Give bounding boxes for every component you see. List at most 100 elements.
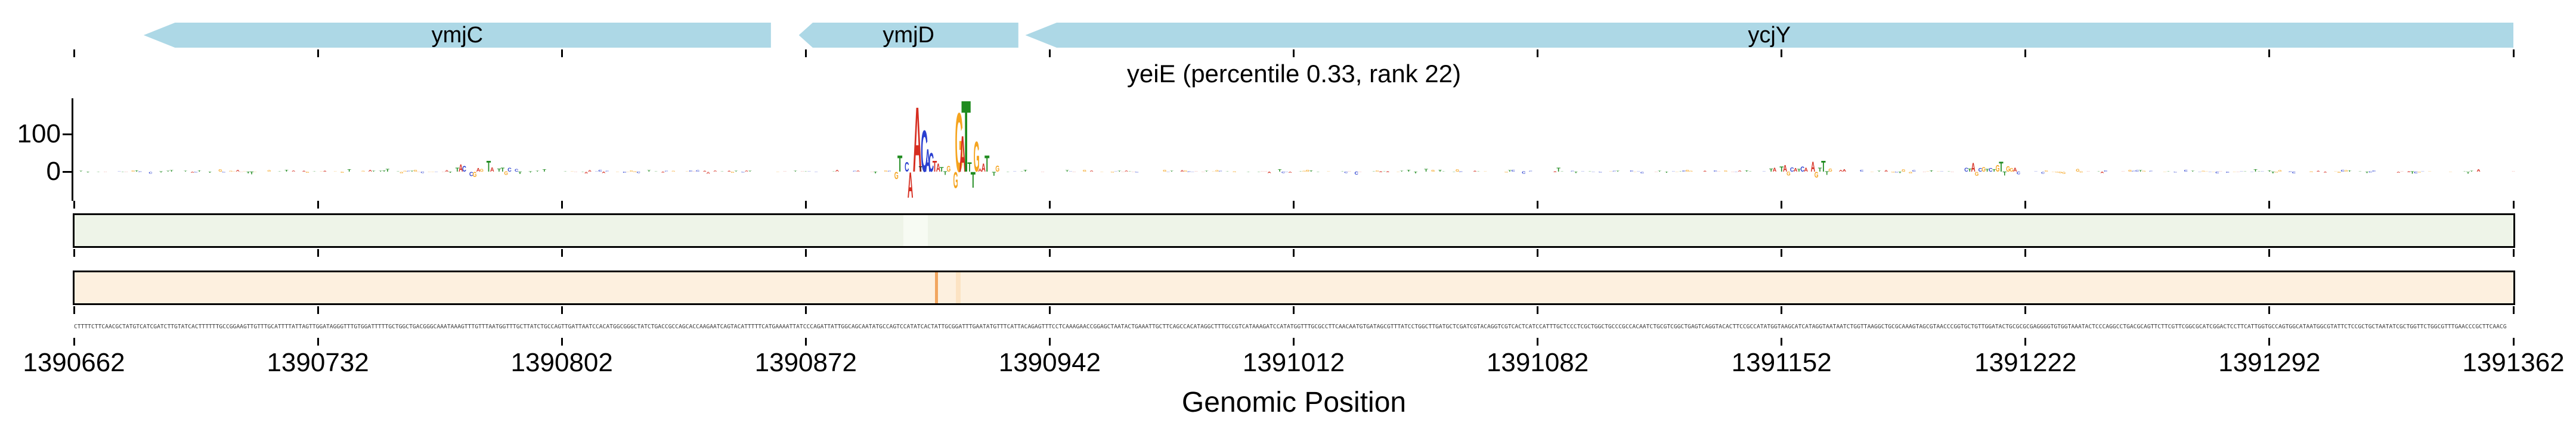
- logo-letter-A: A: [1261, 171, 1265, 172]
- logo-letter-T: T: [2365, 171, 2369, 173]
- logo-letter-C: C: [1640, 172, 1644, 174]
- logo-letter-G: G: [1456, 169, 1459, 172]
- y-tick: [63, 170, 72, 173]
- logo-letter-T: T: [379, 170, 383, 172]
- panel-tick: [2268, 49, 2271, 57]
- logo-letter-G: G: [630, 170, 634, 172]
- logo-letter-C: C: [1860, 170, 1863, 173]
- logo-letter-T: T: [1825, 171, 1829, 176]
- logo-letter-C: C: [148, 172, 152, 175]
- logo-letter-T: T: [86, 172, 90, 173]
- logo-letter-C: C: [664, 170, 668, 172]
- track-band: [955, 272, 961, 303]
- logo-letter-C: C: [2149, 170, 2153, 172]
- logo-letter-A: A: [661, 172, 665, 173]
- logo-letter-A: A: [2397, 172, 2401, 173]
- logo-letter-C: C: [138, 172, 143, 173]
- logo-letter-G: G: [894, 169, 899, 181]
- x-axis-title: Genomic Position: [1181, 387, 1407, 418]
- logo-letter-T: T: [1170, 170, 1174, 172]
- logo-letter-A: A: [1843, 169, 1846, 173]
- logo-letter-T: T: [2268, 170, 2272, 172]
- logo-letter-T: T: [197, 170, 202, 172]
- logo-letter-T: T: [535, 171, 540, 172]
- logo-letter-A: A: [727, 171, 732, 172]
- logo-letter-C: C: [928, 148, 934, 178]
- logo-letter-A: A: [1738, 170, 1742, 172]
- logo-letter-A: A: [1703, 171, 1707, 172]
- logo-letter-T: T: [1616, 171, 1620, 172]
- panel-tick: [73, 201, 75, 209]
- logo-letter-T: T: [647, 169, 651, 172]
- logo-letter-C: C: [921, 119, 928, 185]
- logo-letter-C: C: [1637, 171, 1641, 172]
- attribution-logo-panel: GT CA ATCACTATT G GGATTTGA AT TGT ACC GA G TA T TGC C…: [79, 95, 2516, 206]
- logo-letter-G: G: [947, 164, 951, 174]
- logo-letter-T: T: [1898, 171, 1902, 173]
- panel-tick: [2512, 306, 2515, 314]
- logo-letter-C: C: [1281, 172, 1286, 174]
- panel-tick: [317, 249, 319, 257]
- logo-letter-T: T: [2166, 171, 2171, 172]
- logo-letter-G: G: [1937, 171, 1940, 172]
- logo-letter-A: A: [703, 171, 707, 172]
- logo-letter-A: A: [713, 170, 717, 172]
- logo-letter-G: G: [1215, 170, 1219, 172]
- logo-letter-T: T: [1769, 168, 1773, 173]
- logo-letter-G: G: [2205, 171, 2209, 172]
- panel-tick: [561, 201, 563, 209]
- logo-letter-G: G: [2010, 167, 2013, 173]
- logo-letter-T: T: [1999, 159, 2004, 175]
- logo-letter-A: A: [236, 170, 240, 172]
- logo-letter-G: G: [2045, 170, 2049, 172]
- logo-letter-G: G: [1975, 170, 1979, 177]
- panel-tick: [2024, 49, 2027, 57]
- logo-letter-T: T: [312, 171, 317, 172]
- gene-label-ycjY: ycjY: [1748, 23, 1791, 48]
- panel-tick: [561, 338, 563, 346]
- logo-letter-A: A: [2476, 169, 2480, 173]
- panel-tick: [1048, 306, 1051, 314]
- logo-letter-C: C: [1964, 167, 1968, 173]
- logo-letter-T: T: [2139, 170, 2143, 172]
- logo-letter-T: T: [529, 171, 533, 173]
- logo-letter-C: C: [1714, 170, 1718, 172]
- logo-letter-C: C: [598, 170, 602, 172]
- logo-letter-C: C: [2184, 170, 2187, 173]
- logo-letter-A: A: [783, 171, 787, 172]
- gene-label-ymjD: ymjD: [883, 23, 934, 48]
- logo-letter-G: G: [306, 172, 310, 173]
- logo-letter-G: G: [2062, 172, 2066, 175]
- logo-letter-C: C: [888, 171, 892, 172]
- logo-letter-T: T: [166, 171, 171, 172]
- logo-letter-T: T: [372, 170, 376, 172]
- logo-letter-A: A: [1089, 170, 1094, 172]
- logo-letter-G: G: [633, 172, 637, 173]
- logo-letter-A: A: [2219, 171, 2223, 172]
- logo-letter-G: G: [403, 171, 407, 172]
- logo-letter-A: A: [925, 143, 930, 179]
- logo-letter-T: T: [396, 171, 400, 172]
- logo-letter-T: T: [2253, 169, 2257, 173]
- logo-letter-C: C: [1529, 171, 1533, 172]
- logo-letter-T: T: [1797, 168, 1801, 172]
- logo-letter-G: G: [884, 170, 888, 172]
- logo-letter-C: C: [2341, 170, 2345, 172]
- logo-letter-T: T: [1574, 171, 1578, 173]
- logo-letter-A: A: [302, 171, 306, 172]
- logo-letter-C: C: [2372, 170, 2376, 172]
- panel-tick: [73, 49, 75, 57]
- logo-letter-G: G: [1233, 172, 1237, 173]
- logo-letter-A: A: [490, 166, 494, 173]
- logo-letter-T: T: [497, 168, 501, 173]
- logo-letter-A: A: [1804, 167, 1808, 173]
- logo-letter-T: T: [961, 95, 971, 193]
- logo-letter-T: T: [940, 166, 944, 173]
- x-tick-label: 1390662: [23, 348, 125, 377]
- panel-tick: [804, 306, 807, 314]
- logo-letter-T: T: [1877, 171, 1881, 172]
- panel-tick: [317, 306, 319, 314]
- logo-letter-G: G: [2202, 171, 2206, 172]
- x-tick-label: 1391362: [2462, 348, 2565, 377]
- logo-letter-T: T: [2348, 170, 2352, 172]
